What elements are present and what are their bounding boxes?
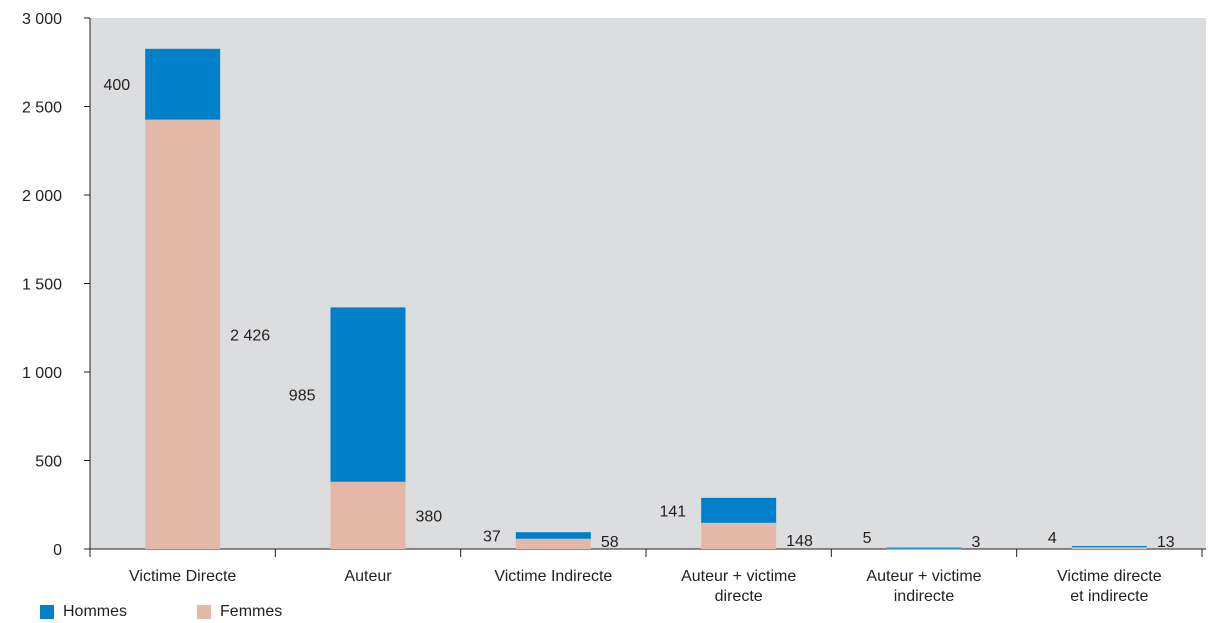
bar-femmes bbox=[330, 481, 406, 549]
y-axis: 0 500 1 000 1 500 2 000 2 500 3 000 bbox=[22, 11, 91, 559]
legend-swatch-hommes bbox=[40, 605, 54, 619]
bars bbox=[145, 48, 1147, 550]
legend: Hommes Femmes bbox=[40, 603, 352, 621]
x-tick-label: Victime Indirecte bbox=[494, 568, 612, 585]
y-tick-label: 2 500 bbox=[22, 100, 62, 117]
bar-femmes bbox=[701, 522, 777, 549]
bar-femmes bbox=[145, 119, 221, 550]
y-tick-label: 1 500 bbox=[22, 277, 62, 294]
x-tick-label: Auteur bbox=[344, 568, 392, 585]
legend-item-femmes: Femmes bbox=[197, 603, 282, 621]
legend-item-hommes: Hommes bbox=[40, 603, 127, 621]
value-label-hommes: 141 bbox=[659, 503, 686, 520]
bar-hommes bbox=[330, 307, 406, 482]
value-label-femmes: 13 bbox=[1157, 534, 1175, 551]
x-tick-label: Victime Directe bbox=[129, 568, 236, 585]
x-tick-label: Auteur + victime indirecte bbox=[866, 568, 981, 605]
y-tick-label: 2 000 bbox=[22, 188, 62, 205]
value-label-hommes: 400 bbox=[103, 77, 130, 94]
legend-label-femmes: Femmes bbox=[220, 603, 283, 620]
plot-area bbox=[90, 18, 1206, 549]
value-label-femmes: 148 bbox=[786, 533, 813, 550]
bar-hommes bbox=[145, 48, 221, 120]
x-tick-label: Auteur + victime directe bbox=[681, 568, 796, 605]
legend-swatch-femmes bbox=[197, 605, 212, 619]
y-tick-label: 1 000 bbox=[22, 365, 62, 382]
bar-hommes bbox=[515, 532, 591, 539]
y-tick-label: 3 000 bbox=[22, 11, 62, 28]
value-label-femmes: 3 bbox=[972, 534, 981, 551]
value-label-femmes: 380 bbox=[416, 508, 443, 525]
bar-femmes bbox=[515, 538, 591, 549]
x-axis: Victime Directe Auteur Victime Indirecte Au… bbox=[89, 548, 1206, 605]
legend-label-hommes: Hommes bbox=[63, 603, 128, 620]
y-tick-label: 500 bbox=[35, 454, 62, 471]
y-tick-label: 0 bbox=[53, 542, 62, 559]
bar-hommes bbox=[701, 497, 777, 523]
value-labels: 400 2 426 985 380 37 58 141 148 5 3 4 13 bbox=[103, 77, 1174, 551]
bar-hommes bbox=[886, 547, 962, 549]
x-tick-label: Victime directe et indirecte bbox=[1057, 568, 1162, 605]
value-label-femmes: 58 bbox=[601, 534, 619, 551]
value-label-hommes: 5 bbox=[863, 530, 872, 547]
value-label-hommes: 985 bbox=[289, 388, 316, 405]
bar-femmes bbox=[1071, 546, 1147, 549]
value-label-hommes: 37 bbox=[483, 528, 501, 545]
bar-femmes bbox=[886, 548, 962, 550]
bar-hommes bbox=[1071, 545, 1147, 548]
value-label-hommes: 4 bbox=[1048, 530, 1057, 547]
value-label-femmes: 2 426 bbox=[230, 327, 270, 344]
